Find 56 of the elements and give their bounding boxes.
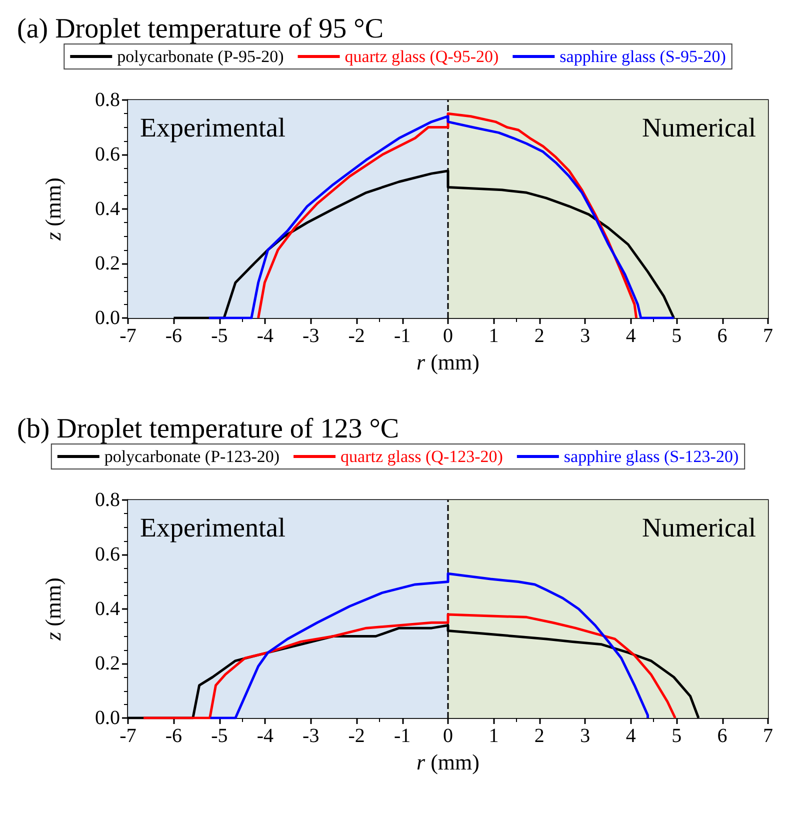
x-tick-label: 7 <box>763 325 773 347</box>
x-tick-label: 6 <box>717 725 728 747</box>
x-tick-label: 5 <box>672 725 682 747</box>
x-tick-label: 3 <box>580 725 590 747</box>
x-tick-label: -6 <box>165 725 182 747</box>
y-tick-label: 0.8 <box>95 89 120 111</box>
band-label: Experimental <box>140 512 286 542</box>
y-tick-label: 0.6 <box>95 544 120 566</box>
y-tick-label: 0.4 <box>95 198 120 220</box>
x-tick-label: 4 <box>626 325 636 347</box>
x-tick-label: -1 <box>394 325 411 347</box>
x-tick-label: -3 <box>302 725 320 747</box>
band-label: Experimental <box>140 112 286 142</box>
legend-label: sapphire glass (S-95-20) <box>560 47 726 66</box>
x-tick-label: 1 <box>488 325 499 347</box>
legend-label: polycarbonate (P-123-20) <box>104 447 280 466</box>
legend-label: sapphire glass (S-123-20) <box>564 447 739 466</box>
x-axis-title: r (mm) <box>416 349 480 374</box>
band-label: Numerical <box>642 512 756 542</box>
chart-title: (b) Droplet temperature of 123 °C <box>17 414 400 444</box>
band-label: Numerical <box>642 112 756 142</box>
x-tick-label: 3 <box>580 325 590 347</box>
x-tick-label: -1 <box>394 725 411 747</box>
x-tick-label: -4 <box>256 725 274 747</box>
x-tick-label: 4 <box>626 725 636 747</box>
x-tick-label: 0 <box>443 725 453 747</box>
x-tick-label: -2 <box>348 325 365 347</box>
y-axis-title: z (mm) <box>40 578 66 642</box>
x-tick-label: 1 <box>488 725 499 747</box>
y-tick-label: 0.4 <box>95 598 120 620</box>
y-tick-label: 0.0 <box>95 707 120 729</box>
x-tick-label: -2 <box>348 725 365 747</box>
y-tick-label: 0.2 <box>95 252 120 274</box>
x-tick-label: 2 <box>534 725 544 747</box>
legend-label: quartz glass (Q-95-20) <box>344 47 499 66</box>
x-tick-label: 2 <box>534 325 544 347</box>
legend-label: quartz glass (Q-123-20) <box>340 447 503 466</box>
legend-label: polycarbonate (P-95-20) <box>117 47 284 66</box>
x-axis-title: r (mm) <box>416 749 480 774</box>
y-tick-label: 0.6 <box>95 144 120 166</box>
x-tick-label: 7 <box>763 725 773 747</box>
x-tick-label: -5 <box>211 325 228 347</box>
y-tick-label: 0.0 <box>95 307 120 329</box>
x-tick-label: -4 <box>256 325 274 347</box>
chart-title: (a) Droplet temperature of 95 °C <box>17 14 384 44</box>
y-tick-label: 0.8 <box>95 489 120 511</box>
x-tick-label: 5 <box>672 325 682 347</box>
x-tick-label: 0 <box>443 325 453 347</box>
x-tick-label: -5 <box>211 725 228 747</box>
x-tick-label: 6 <box>717 325 728 347</box>
x-tick-label: -6 <box>165 325 182 347</box>
x-tick-label: -7 <box>120 325 136 347</box>
y-tick-label: 0.2 <box>95 652 120 674</box>
x-tick-label: -7 <box>120 725 136 747</box>
y-axis-title: z (mm) <box>40 178 66 242</box>
x-tick-label: -3 <box>302 325 320 347</box>
